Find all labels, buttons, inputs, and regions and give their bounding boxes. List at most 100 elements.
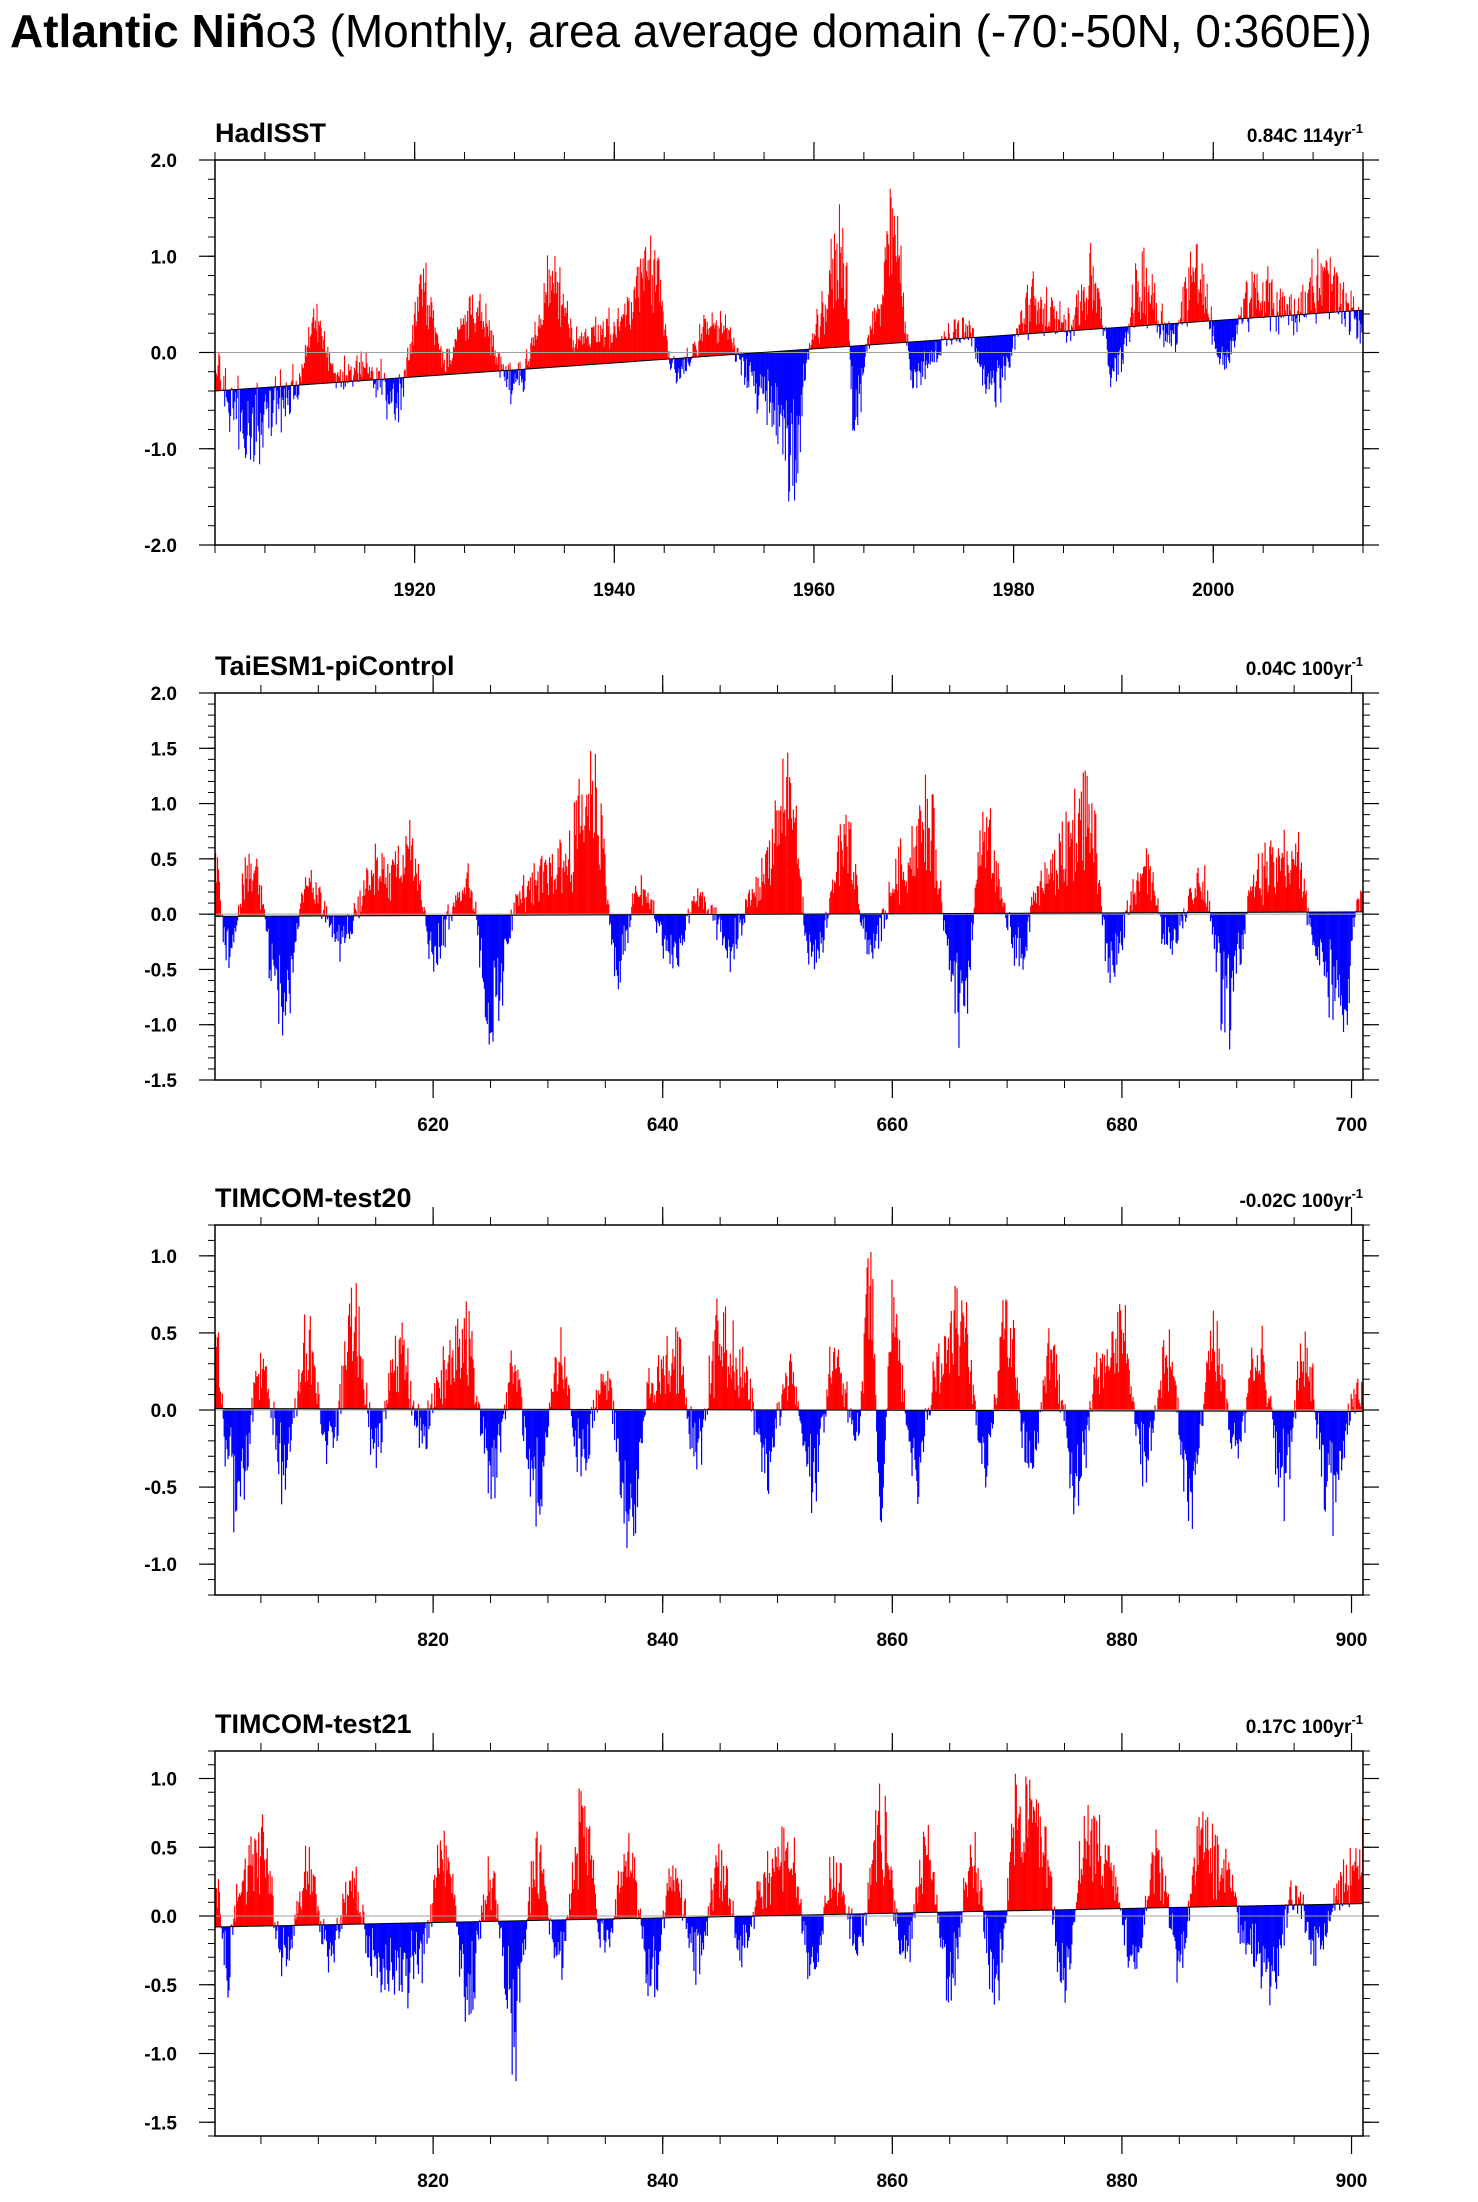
bar xyxy=(325,1924,327,1931)
bar xyxy=(1307,1904,1309,1922)
bar xyxy=(1258,300,1260,318)
bar xyxy=(935,1904,937,1913)
bar xyxy=(1333,912,1335,967)
bar xyxy=(853,345,855,432)
bar xyxy=(634,1880,637,1919)
bar xyxy=(582,336,584,366)
bar xyxy=(1284,1905,1286,1910)
bar xyxy=(788,350,790,502)
bar xyxy=(1352,307,1354,311)
bar xyxy=(698,1917,700,1933)
bar xyxy=(458,1922,461,1977)
bar xyxy=(510,1920,512,2014)
bar xyxy=(920,1884,922,1913)
bar xyxy=(633,1409,635,1536)
bar xyxy=(764,352,766,402)
bar xyxy=(555,1358,557,1410)
bar xyxy=(858,1913,861,1936)
bar xyxy=(364,1923,366,1930)
bar xyxy=(312,1352,314,1409)
bar xyxy=(1136,292,1138,327)
bar xyxy=(403,1340,405,1409)
bar xyxy=(296,1900,298,1926)
bar xyxy=(636,1409,639,1508)
bar xyxy=(737,1385,739,1410)
bar xyxy=(472,910,474,916)
bar xyxy=(658,1381,661,1410)
bar xyxy=(919,1859,921,1913)
bar xyxy=(600,1373,602,1410)
bar xyxy=(471,891,473,916)
bar xyxy=(429,915,431,941)
bar xyxy=(897,890,899,914)
bar xyxy=(1053,880,1055,914)
bar xyxy=(908,342,910,360)
bar xyxy=(660,279,662,360)
bar xyxy=(1231,319,1233,342)
bar xyxy=(932,340,934,354)
bar xyxy=(1060,865,1062,914)
bar xyxy=(334,372,336,383)
bar xyxy=(440,1370,442,1410)
bar xyxy=(793,1385,795,1411)
bar xyxy=(998,1370,1000,1411)
bar xyxy=(1257,853,1259,913)
bar xyxy=(633,1878,635,1919)
bar xyxy=(912,876,914,914)
bar xyxy=(1311,1904,1313,1939)
bar xyxy=(593,325,595,365)
bar xyxy=(768,1409,771,1451)
bar xyxy=(1073,330,1075,336)
bar xyxy=(484,1899,486,1922)
bar xyxy=(331,365,333,383)
bar xyxy=(690,1406,692,1410)
bar xyxy=(1325,259,1327,313)
bar xyxy=(840,1863,842,1915)
bar xyxy=(1293,298,1296,315)
bar xyxy=(1187,1900,1190,1908)
bar xyxy=(1045,1827,1047,1911)
bar xyxy=(665,1895,667,1918)
bar xyxy=(1281,1905,1283,1935)
bar xyxy=(459,329,461,374)
bar xyxy=(625,314,628,363)
bar xyxy=(711,312,713,356)
bar xyxy=(387,378,389,395)
bar xyxy=(257,1877,259,1927)
bar xyxy=(1084,770,1086,914)
bar xyxy=(1178,1907,1180,1952)
bar xyxy=(599,1919,601,1948)
bar xyxy=(1190,275,1192,323)
bar xyxy=(255,866,257,917)
bar xyxy=(1061,1909,1063,1943)
bar xyxy=(1234,319,1236,348)
bar xyxy=(691,355,693,358)
bar xyxy=(464,894,466,916)
bar xyxy=(741,1916,743,1968)
bar xyxy=(588,793,590,915)
bar xyxy=(408,849,410,916)
bar xyxy=(298,916,300,927)
bar xyxy=(1307,1376,1309,1412)
bar xyxy=(422,268,425,377)
bar xyxy=(717,1320,719,1410)
bar xyxy=(913,1410,915,1438)
bar xyxy=(856,1410,859,1413)
bar xyxy=(623,314,625,363)
bar xyxy=(826,1389,828,1411)
bar xyxy=(993,850,995,914)
trend-label: 0.17C 100yr-1 xyxy=(1246,1712,1363,1738)
bar xyxy=(315,1894,317,1925)
bar xyxy=(999,335,1001,389)
bar xyxy=(612,914,615,943)
bar xyxy=(552,1392,554,1410)
bar xyxy=(573,802,575,915)
bar xyxy=(1355,910,1357,912)
bar xyxy=(1361,892,1363,912)
bar xyxy=(590,1407,593,1410)
bar xyxy=(367,1923,369,1958)
bar xyxy=(1345,293,1347,312)
bar xyxy=(1333,267,1335,313)
bar xyxy=(701,341,703,357)
bar xyxy=(915,845,917,914)
